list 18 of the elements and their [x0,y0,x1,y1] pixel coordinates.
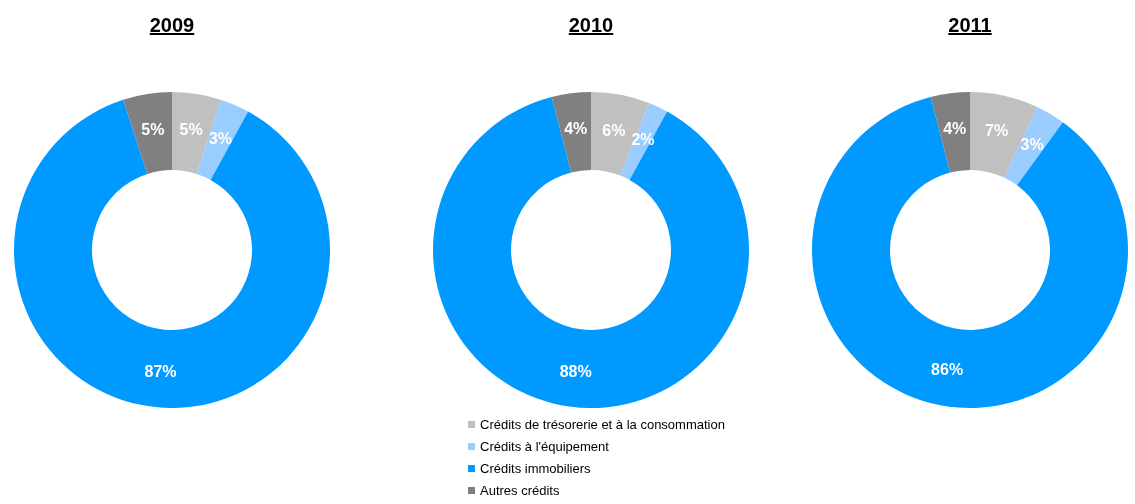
data-label: 3% [1020,136,1044,154]
data-label: 4% [943,120,967,138]
legend-label: Crédits de trésorerie et à la consommation [480,417,725,432]
data-label: 87% [144,362,177,380]
chart-title: 2011 [947,14,993,37]
data-label: 88% [559,362,592,380]
chart-title: 2010 [567,14,615,37]
legend-label: Crédits à l'équipement [480,439,610,454]
legend-label: Autres crédits [480,483,560,498]
chart-title: 2009 [148,14,196,37]
data-label: 86% [931,361,964,379]
data-label: 5% [141,121,165,138]
data-label: 4% [564,120,588,138]
data-label: 7% [985,122,1009,140]
data-label: 5% [179,121,203,138]
data-label: 6% [602,121,626,139]
data-label: 3% [208,129,233,147]
legend-label: Crédits immobiliers [480,461,592,476]
